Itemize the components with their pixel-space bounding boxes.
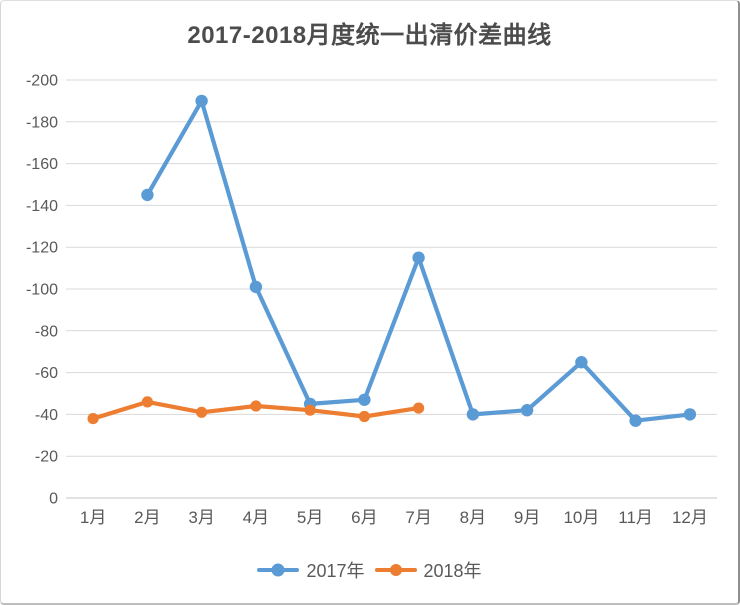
chart-title: 2017-2018月度统一出清价差曲线: [187, 22, 552, 49]
svg-text:12月: 12月: [672, 508, 708, 527]
svg-text:7月: 7月: [405, 508, 431, 527]
svg-text:1月: 1月: [80, 508, 106, 527]
svg-text:-160: -160: [26, 156, 58, 173]
svg-text:-20: -20: [35, 449, 58, 466]
svg-text:2月: 2月: [134, 508, 160, 527]
data-point-2018年-2月: [141, 396, 153, 408]
data-point-2017年-2月: [141, 188, 154, 202]
data-point-2017年-4月: [249, 280, 263, 294]
svg-text:5月: 5月: [297, 508, 323, 527]
gridlines: [66, 79, 717, 499]
legend-item-2017: 2017年: [257, 557, 365, 583]
svg-text:-60: -60: [35, 365, 58, 382]
series-2017年-line: [141, 94, 697, 427]
svg-text:-140: -140: [26, 198, 58, 215]
data-point-2017年-12月: [683, 408, 697, 421]
legend-item-2018: 2018年: [374, 557, 482, 583]
svg-text:8月: 8月: [460, 508, 486, 527]
data-point-2017年-11月: [629, 414, 642, 427]
svg-text:0: 0: [49, 491, 58, 508]
svg-text:3月: 3月: [188, 508, 214, 527]
y-axis-tick-labels: -200-180-160-140-120-100-80-60-40-200: [26, 73, 58, 508]
svg-text:-100: -100: [26, 282, 58, 299]
svg-text:-80: -80: [35, 323, 58, 340]
legend-label-2017: 2017年: [306, 561, 365, 581]
legend-marker-2018-line-dot-icon: [374, 564, 417, 576]
data-point-2017年-6月: [358, 393, 371, 406]
data-point-2018年-5月: [304, 404, 316, 416]
svg-text:10月: 10月: [563, 508, 599, 527]
legend-label-2018: 2018年: [423, 561, 482, 581]
data-point-2018年-6月: [358, 410, 370, 423]
chart-legend: 2017年 2018年: [1, 557, 738, 583]
data-point-2018年-1月: [87, 413, 99, 425]
svg-text:-200: -200: [26, 73, 58, 90]
series-2018年-line: [87, 396, 425, 425]
svg-text:-40: -40: [35, 407, 58, 424]
svg-text:6月: 6月: [351, 508, 377, 527]
svg-text:9月: 9月: [514, 508, 540, 527]
data-point-2017年-10月: [575, 356, 588, 369]
svg-text:-180: -180: [26, 114, 58, 131]
data-point-2017年-3月: [195, 94, 208, 108]
svg-text:11月: 11月: [618, 508, 653, 527]
data-point-2017年-9月: [520, 404, 534, 417]
svg-text:4月: 4月: [243, 508, 269, 527]
data-point-2018年-4月: [250, 400, 262, 412]
legend-marker-2017-line-dot-icon: [257, 563, 300, 577]
data-point-2018年-7月: [413, 402, 425, 414]
x-axis-tick-labels: 1月 2月 3月 4月 5月 6月 7月 8月 9月 10月 11月 12月: [80, 508, 708, 527]
data-point-2018年-3月: [196, 406, 208, 418]
data-point-2017年-7月: [412, 251, 425, 264]
data-point-2017年-8月: [466, 408, 480, 421]
svg-text:-120: -120: [26, 240, 58, 257]
